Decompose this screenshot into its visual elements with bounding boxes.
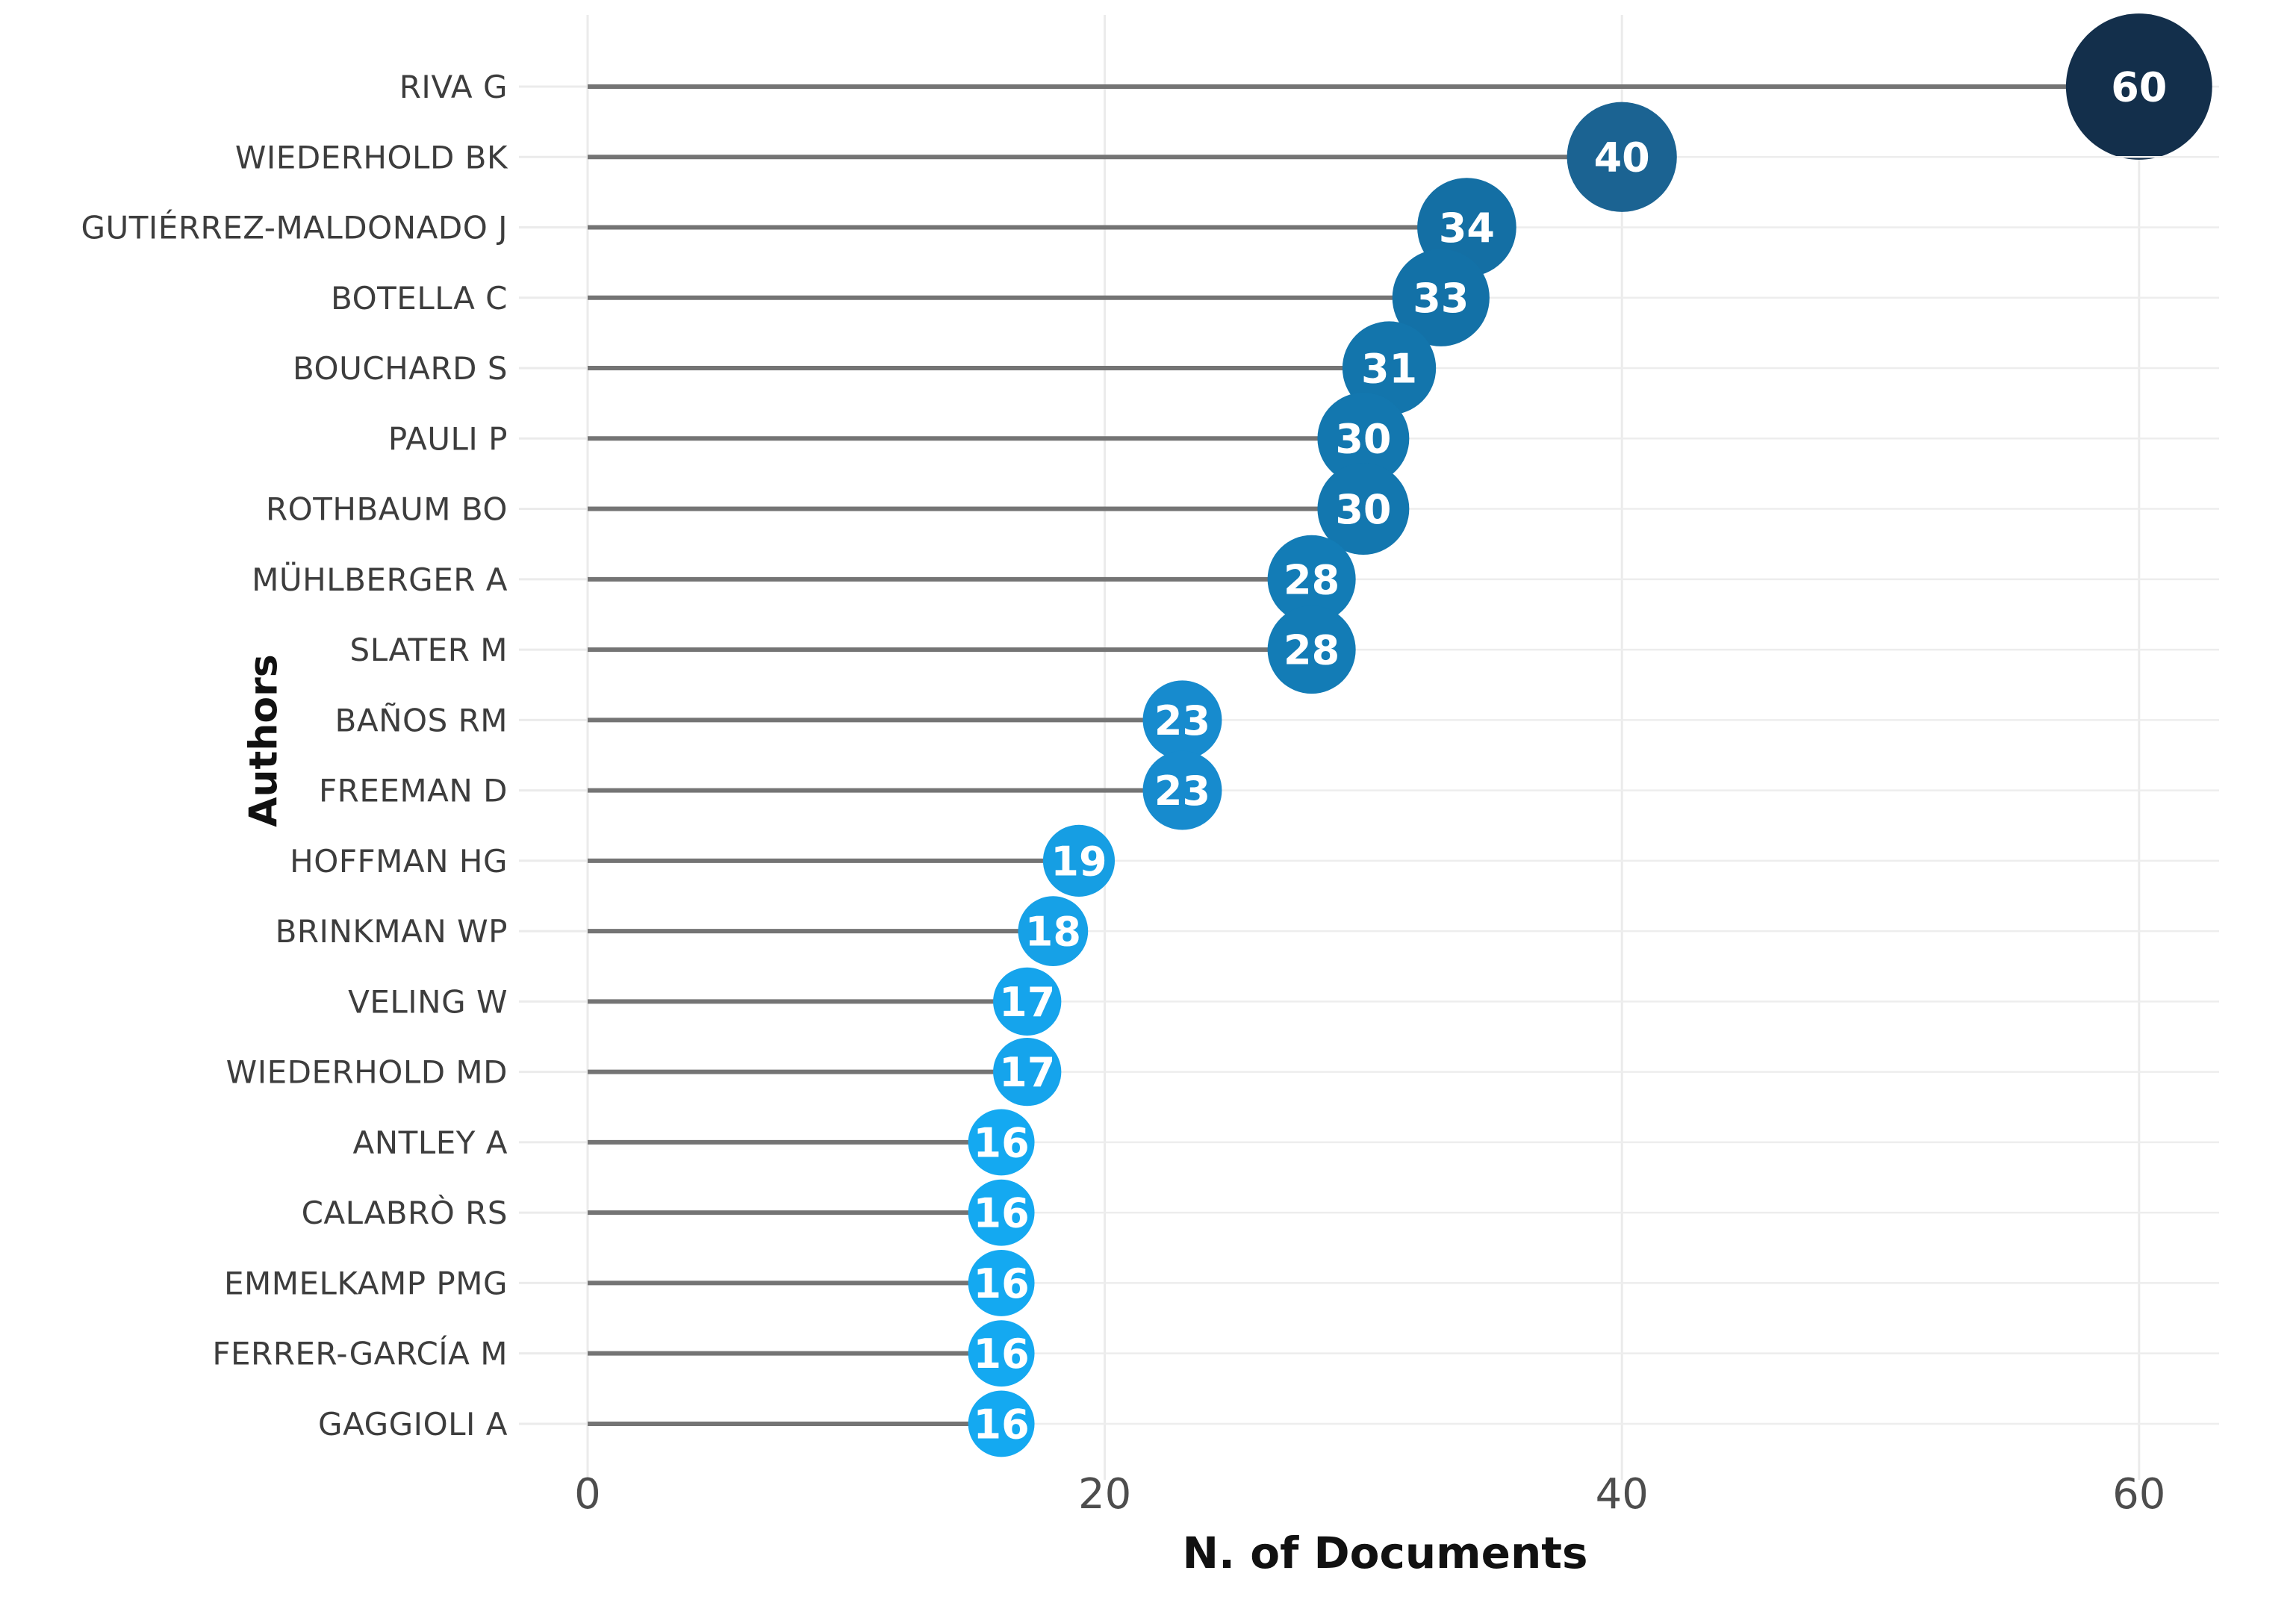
bubble[interactable] — [1018, 896, 1089, 966]
author-label: HOFFMAN HG — [290, 843, 508, 880]
author-label: ANTLEY A — [353, 1124, 508, 1161]
bubble[interactable] — [968, 1249, 1035, 1316]
author-label: ROTHBAUM BO — [266, 491, 508, 528]
bubble-value-label: 28 — [1284, 556, 1340, 603]
bubble-value-label: 40 — [1594, 134, 1650, 181]
author-label: MÜHLBERGER A — [252, 561, 508, 598]
bubble-value-label: 30 — [1335, 486, 1391, 533]
bubble[interactable] — [1567, 102, 1677, 212]
bubble[interactable] — [1317, 463, 1410, 555]
bubble[interactable] — [1267, 535, 1356, 623]
x-tick-label: 20 — [1078, 1470, 1131, 1519]
bubble[interactable] — [1392, 249, 1490, 346]
bubble[interactable] — [968, 1179, 1035, 1246]
bubble-value-label: 16 — [974, 1190, 1030, 1237]
bubble[interactable] — [968, 1320, 1035, 1387]
x-tick-label: 40 — [1596, 1470, 1649, 1519]
author-label: RIVA G — [399, 69, 508, 105]
bubble-value-label: 17 — [999, 1049, 1055, 1096]
bubble[interactable] — [1142, 680, 1222, 760]
bubble-value-label: 34 — [1439, 205, 1495, 252]
bubble[interactable] — [993, 967, 1062, 1036]
bubble-value-label: 16 — [974, 1401, 1030, 1448]
bubble-value-label: 16 — [974, 1260, 1030, 1307]
author-label: BOUCHARD S — [293, 350, 508, 387]
author-label: PAULI P — [388, 420, 508, 457]
x-tick-label: 60 — [2112, 1470, 2165, 1519]
x-tick-label: 0 — [574, 1470, 601, 1519]
bubble[interactable] — [1317, 392, 1410, 485]
bubble-value-label: 19 — [1051, 838, 1107, 885]
author-label: WIEDERHOLD MD — [226, 1054, 508, 1091]
bubble-value-label: 30 — [1335, 416, 1391, 463]
bubble-value-label: 31 — [1361, 345, 1417, 392]
bubble-value-label: 28 — [1284, 627, 1340, 674]
bubble-value-label: 17 — [999, 979, 1055, 1026]
bubble[interactable] — [968, 1109, 1035, 1176]
bubble[interactable] — [1267, 606, 1356, 694]
author-label: CALABRÒ RS — [302, 1194, 508, 1231]
author-label: GAGGIOLI A — [318, 1406, 508, 1442]
x-axis-title: N. of Documents — [1182, 1528, 1587, 1578]
y-axis-title: Authors — [242, 654, 287, 827]
bubble[interactable] — [1042, 824, 1116, 897]
author-label: WIEDERHOLD BK — [235, 139, 508, 175]
author-label: BAÑOS RM — [335, 701, 508, 738]
bubble-value-label: 33 — [1413, 275, 1469, 322]
bubble[interactable] — [1342, 321, 1437, 415]
author-label: FERRER-GARCÍA M — [212, 1335, 508, 1372]
bubble-value-label: 23 — [1154, 697, 1210, 744]
author-label: FREEMAN D — [319, 773, 508, 809]
bubble-value-label: 60 — [2111, 63, 2167, 111]
bubble-value-label: 16 — [974, 1330, 1030, 1378]
author-label: BOTELLA C — [331, 280, 508, 317]
bubble[interactable] — [993, 1037, 1062, 1107]
bubble-value-label: 23 — [1154, 768, 1210, 815]
bubble-value-label: 16 — [974, 1119, 1030, 1166]
bubble[interactable] — [1142, 750, 1222, 830]
bubble[interactable] — [2065, 13, 2212, 160]
author-label: BRINKMAN WP — [276, 913, 508, 950]
author-label: GUTIÉRREZ-MALDONADO J — [81, 209, 508, 246]
author-label: VELING W — [348, 983, 508, 1020]
author-label: SLATER M — [350, 632, 508, 668]
bubble-value-label: 18 — [1025, 909, 1081, 956]
bubble[interactable] — [968, 1390, 1035, 1457]
author-label: EMMELKAMP PMG — [224, 1265, 508, 1301]
